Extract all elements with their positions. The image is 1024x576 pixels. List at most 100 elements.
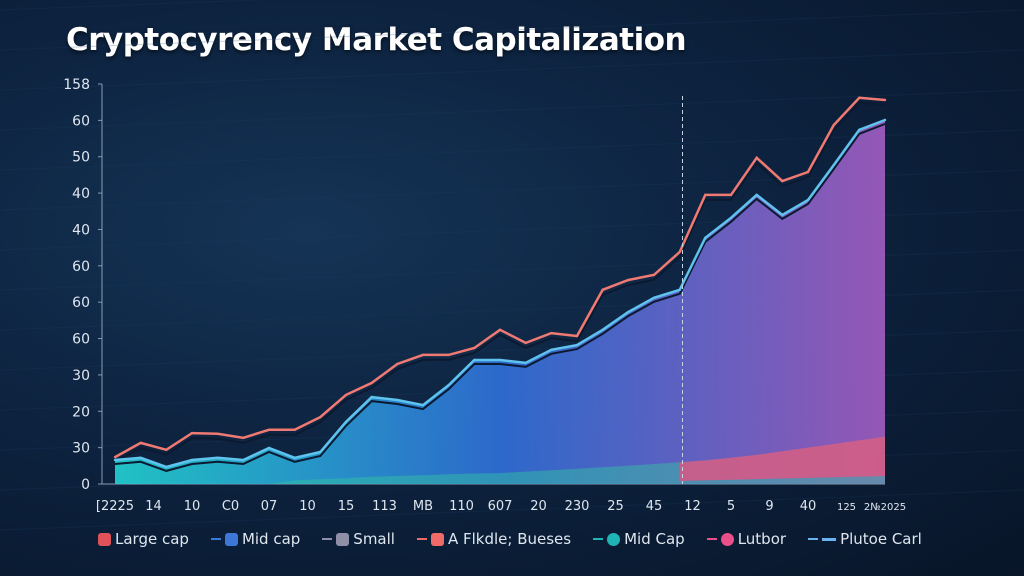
data-point-large-cap	[370, 381, 373, 385]
data-point-large-cap	[601, 288, 604, 292]
x-tick-label: [2225	[96, 499, 134, 514]
data-point-large-cap	[242, 436, 245, 440]
data-point-mid-cap	[113, 458, 117, 462]
data-point-mid-cap	[858, 128, 861, 132]
x-tick-label: 9	[765, 499, 773, 514]
legend: Large cap Mid cap Small A Flkdle; Bueses Mid…	[98, 530, 922, 548]
legend-item[interactable]: Lutbor	[706, 530, 787, 548]
legend-circle-icon	[720, 532, 734, 546]
data-point-large-cap	[883, 98, 887, 102]
data-point-mid-cap	[370, 395, 373, 399]
legend-item[interactable]: Small	[322, 530, 395, 548]
series-outline-mid-cap	[114, 123, 886, 472]
series-shadow-large-cap	[114, 101, 886, 463]
y-tick-label: 50	[72, 150, 90, 166]
data-point-mid-cap	[704, 236, 707, 240]
data-point-mid-cap	[190, 458, 194, 462]
data-point-mid-cap	[575, 343, 579, 347]
x-tick-label: 125	[837, 502, 856, 513]
data-point-large-cap	[319, 415, 322, 419]
legend-item[interactable]: A Flkdle; Bueses	[416, 530, 572, 548]
y-tick-label: 40	[72, 222, 90, 238]
data-point-large-cap	[190, 431, 194, 435]
data-point-mid-cap	[165, 465, 168, 469]
data-point-mid-cap	[883, 118, 887, 122]
legend-dash	[706, 538, 717, 540]
data-point-mid-cap	[601, 328, 604, 332]
legend-square-icon	[224, 532, 238, 546]
x-tick-label: 113	[372, 499, 397, 514]
x-tick-label: 110	[449, 499, 474, 514]
x-tick-label: 607	[488, 499, 513, 514]
data-point-large-cap	[113, 455, 117, 459]
legend-item[interactable]: Large cap	[98, 530, 189, 548]
data-point-mid-cap	[755, 193, 758, 197]
data-point-large-cap	[575, 334, 579, 338]
data-point-large-cap	[627, 278, 630, 282]
data-point-mid-cap	[678, 288, 681, 292]
background-texture-line	[0, 89, 1024, 131]
data-point-mid-cap	[396, 398, 399, 402]
legend-label: Mid Cap	[624, 530, 685, 548]
data-point-mid-cap	[344, 420, 348, 424]
legend-label: Large cap	[115, 530, 189, 548]
legend-item[interactable]: Mid Cap	[593, 530, 685, 548]
data-point-mid-cap	[781, 213, 784, 217]
data-point-large-cap	[267, 428, 271, 432]
data-point-large-cap	[550, 331, 553, 335]
legend-dash	[322, 538, 333, 540]
legend-label: Mid cap	[241, 530, 301, 548]
data-point-mid-cap	[267, 446, 271, 450]
legend-label: Lutbor	[737, 530, 787, 548]
data-point-large-cap	[806, 170, 810, 174]
y-tick-label: 60	[72, 295, 90, 311]
data-point-mid-cap	[627, 310, 630, 314]
data-point-mid-cap	[832, 163, 835, 167]
legend-label: A Flkdle; Bueses	[447, 530, 572, 548]
y-tick-label: 158	[63, 77, 90, 93]
y-tick-label: 30	[72, 368, 90, 384]
legend-dash	[416, 538, 427, 540]
data-point-large-cap	[678, 250, 681, 254]
data-point-mid-cap	[139, 456, 142, 460]
legend-label: Small	[353, 530, 395, 548]
data-point-large-cap	[421, 353, 425, 357]
data-point-large-cap	[293, 428, 296, 432]
data-point-large-cap	[165, 448, 168, 452]
chart-title: Cryptocyrency Market Capitalization	[66, 22, 687, 58]
series-band-pink	[679, 436, 885, 481]
data-point-large-cap	[652, 273, 656, 277]
y-tick-label: 60	[72, 113, 90, 129]
x-tick-label: 25	[607, 499, 624, 514]
data-point-large-cap	[524, 341, 527, 345]
data-point-large-cap	[396, 362, 399, 366]
data-point-mid-cap	[293, 456, 296, 460]
x-tick-label: 15	[338, 499, 355, 514]
data-point-large-cap	[858, 96, 861, 100]
data-point-mid-cap	[216, 456, 219, 460]
legend-dash	[210, 538, 221, 540]
data-point-mid-cap	[550, 348, 553, 352]
data-point-large-cap	[781, 179, 784, 183]
x-tick-label: 2№2025	[864, 502, 906, 513]
series-area-mid-cap	[115, 120, 885, 484]
legend-dash	[808, 538, 819, 540]
y-tick-label: 40	[72, 186, 90, 202]
legend-label: Plutoe Carl	[840, 530, 922, 548]
data-point-mid-cap	[524, 361, 527, 365]
legend-item[interactable]: Plutoe Carl	[808, 530, 922, 548]
data-point-large-cap	[139, 441, 142, 445]
x-tick-label: MB	[413, 499, 433, 514]
y-tick-label: 20	[72, 404, 90, 420]
legend-item[interactable]: Mid cap	[210, 530, 301, 548]
x-tick-label: C0	[222, 499, 239, 514]
data-point-large-cap	[704, 193, 707, 197]
y-tick-label: 60	[72, 259, 90, 275]
background-texture-line	[0, 489, 1024, 531]
data-point-large-cap	[729, 193, 733, 197]
data-point-mid-cap	[806, 198, 810, 202]
legend-circle-icon	[607, 532, 621, 546]
data-point-mid-cap	[421, 403, 425, 407]
data-point-mid-cap	[242, 458, 245, 462]
